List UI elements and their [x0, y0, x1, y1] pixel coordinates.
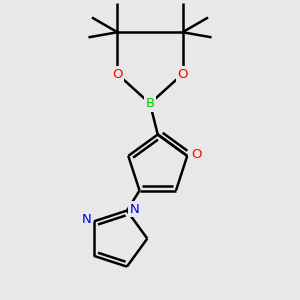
Text: O: O: [191, 148, 202, 161]
Text: N: N: [130, 202, 140, 216]
Text: O: O: [112, 68, 123, 81]
Text: O: O: [177, 68, 188, 81]
Text: N: N: [81, 213, 91, 226]
Text: B: B: [146, 97, 154, 110]
